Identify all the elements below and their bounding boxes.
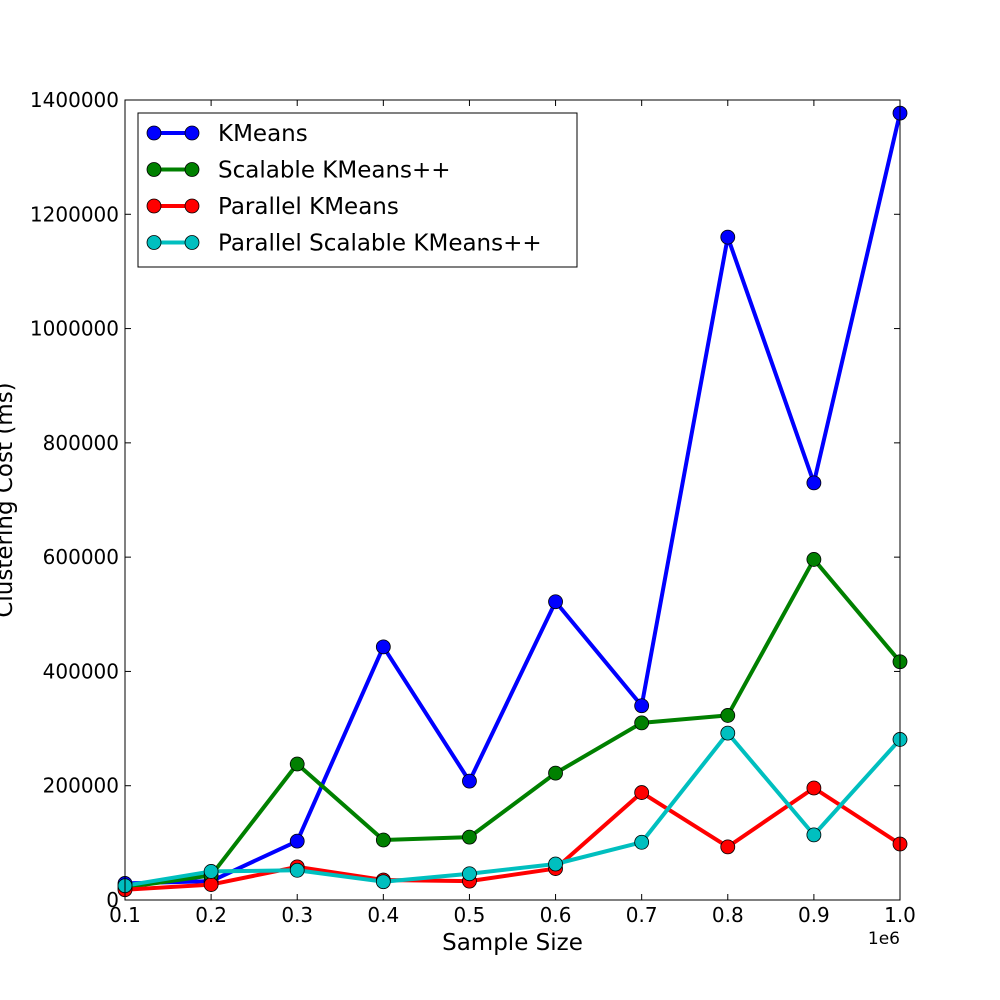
series-point [634, 715, 650, 731]
series-point [634, 698, 650, 714]
x-tick-label: 0.9 [798, 903, 830, 927]
y-tick-label: 400000 [43, 659, 119, 683]
legend-marker [184, 235, 200, 250]
series-point [203, 864, 219, 879]
x-axis-offset-label: 1e6 [868, 929, 900, 949]
series-point [289, 862, 305, 878]
legend-box [137, 112, 578, 268]
x-tick-label: 0.8 [712, 903, 744, 927]
y-tick-label: 600000 [43, 545, 119, 569]
y-axis-title: Clustering Cost (ms) [0, 382, 18, 617]
y-tick-label: 800000 [43, 431, 119, 455]
series-point [720, 725, 736, 741]
legend-marker [146, 162, 162, 177]
legend-label: Scalable KMeans++ [218, 158, 451, 184]
series-point [548, 765, 563, 781]
x-axis-title: Sample Size [442, 930, 583, 956]
tick-layer: 0.1 0.2 0.3 0.4 0.5 0.6 0.7 0.8 0.9 1.0 0 200000 400… [30, 88, 916, 927]
series-point [806, 827, 822, 843]
legend-label: Parallel Scalable KMeans++ [218, 231, 542, 257]
x-tick-label: 0.5 [454, 903, 486, 927]
series-point [462, 773, 477, 789]
series-point [634, 834, 650, 850]
legend-marker [184, 162, 200, 177]
series-line [124, 786, 902, 892]
series-point [548, 594, 563, 610]
series-layer [117, 105, 908, 898]
y-tick-label: 1200000 [30, 202, 119, 226]
series-point [203, 877, 219, 892]
series-point [806, 780, 822, 796]
series-point [462, 829, 477, 845]
series-point [289, 756, 305, 772]
series-point [720, 839, 736, 855]
series-point [720, 708, 736, 723]
series-line [124, 112, 902, 886]
x-tick-label: 0.2 [195, 903, 227, 927]
legend-marker [146, 198, 162, 214]
series-point [289, 833, 305, 849]
series-point [634, 785, 650, 800]
y-tick-label: 1400000 [30, 88, 119, 112]
y-tick-label: 0 [106, 888, 119, 912]
legend-label: Parallel KMeans [218, 194, 399, 220]
x-tick-label: 0.3 [281, 903, 313, 927]
series-point [375, 639, 391, 655]
series-point [462, 866, 477, 882]
legend-label: KMeans [218, 121, 308, 147]
series-point [806, 475, 822, 491]
y-tick-label: 1000000 [30, 317, 119, 341]
series-line [124, 557, 902, 890]
x-tick-label: 1.0 [884, 903, 916, 927]
legend-marker [184, 198, 200, 214]
legend-marker [146, 125, 162, 141]
legend-marker [184, 125, 200, 141]
series-point [375, 832, 391, 848]
series-point [720, 229, 736, 245]
legend-marker [146, 235, 162, 250]
legend: KMeans Scalable KMeans++ Parallel KMeans Pa… [137, 112, 578, 268]
x-tick-label: 0.1 [109, 903, 141, 927]
x-tick-label: 0.6 [540, 903, 572, 927]
x-tick-label: 0.7 [626, 903, 658, 927]
series-point [548, 856, 563, 872]
series-line [124, 731, 902, 888]
y-tick-label: 200000 [43, 774, 119, 798]
series-point [806, 552, 822, 567]
series-point [375, 874, 391, 890]
plot-frame [124, 99, 901, 901]
x-tick-label: 0.4 [367, 903, 399, 927]
